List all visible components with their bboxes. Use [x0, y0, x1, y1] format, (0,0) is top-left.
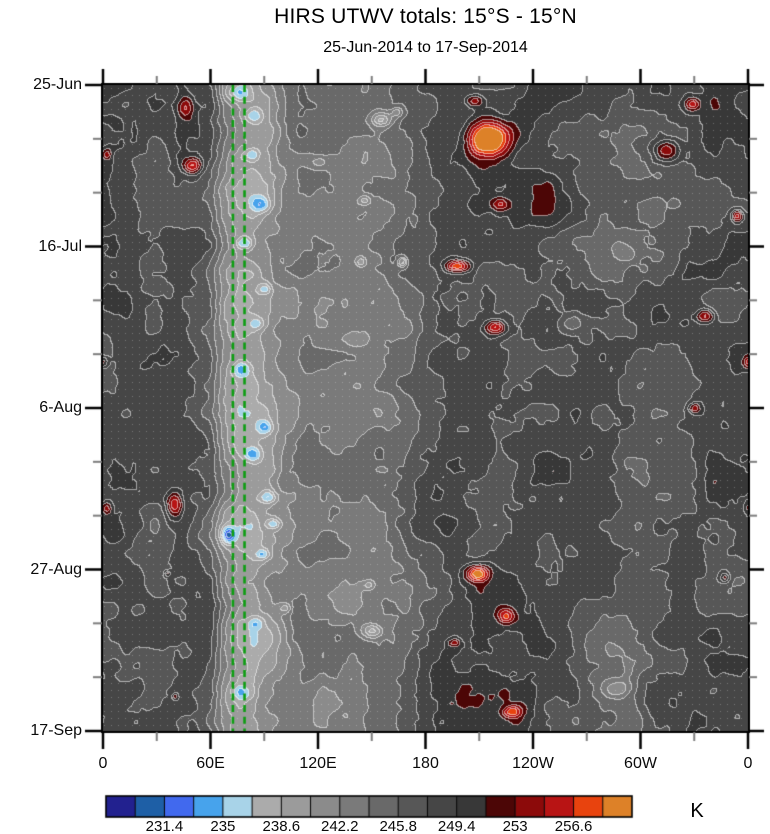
chart-title: HIRS UTWV totals: 15°S - 15°N	[274, 5, 577, 28]
x-tick-label: 180	[412, 755, 439, 772]
colorbar-tick-label: 256.6	[554, 818, 593, 834]
y-tick-label: 25-Jun	[33, 76, 82, 93]
y-tick-label: 6-Aug	[39, 399, 82, 416]
x-tick-label: 120W	[512, 755, 554, 772]
x-tick-label: 0	[743, 755, 753, 772]
y-tick-label: 17-Sep	[30, 722, 82, 739]
x-tick-label: 60W	[624, 755, 657, 772]
colorbar-unit-label: K	[690, 800, 704, 822]
x-tick-label: 120E	[299, 755, 337, 772]
colorbar-tick-label: 235	[210, 818, 236, 834]
x-tick-label: 60E	[196, 755, 225, 772]
y-tick-label: 16-Jul	[38, 237, 82, 255]
colorbar-tick-label: 242.2	[320, 818, 359, 834]
colorbar-tick-label: 238.6	[262, 818, 301, 834]
colorbar-tick-label: 231.4	[145, 818, 184, 834]
x-tick-label: 0	[98, 755, 108, 772]
colorbar-tick-label: 249.4	[437, 818, 476, 834]
chart-subtitle: 25-Jun-2014 to 17-Sep-2014	[323, 39, 528, 56]
colorbar-tick-label: 245.8	[379, 818, 417, 834]
y-tick-label: 27-Aug	[30, 560, 82, 578]
colorbar-tick-label: 253	[502, 818, 528, 834]
